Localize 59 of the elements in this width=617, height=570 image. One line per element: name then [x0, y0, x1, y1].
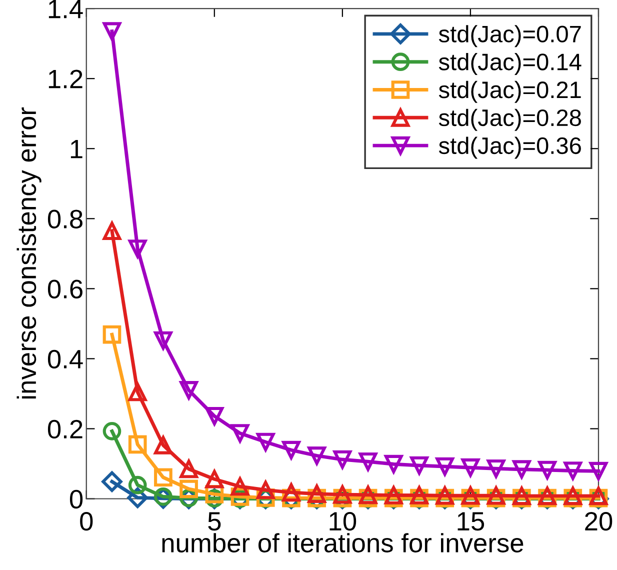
point	[384, 486, 403, 504]
legend-label: std(Jac)=0.28	[438, 108, 581, 131]
point	[410, 486, 428, 504]
point	[128, 240, 147, 258]
point	[308, 446, 326, 465]
point	[230, 477, 250, 496]
y-tick-label: 1	[70, 140, 82, 158]
point	[358, 452, 378, 471]
y-tick-label: 0.2	[48, 420, 82, 439]
point	[308, 484, 326, 504]
y-axis-title: inverse consistency error	[16, 107, 42, 399]
point	[205, 470, 224, 488]
legend-label: std(Jac)=0.14	[438, 52, 582, 75]
x-tick-label: 20	[585, 512, 612, 531]
y-tick-label: 0	[70, 490, 83, 509]
point	[410, 456, 428, 475]
y-tick-label: 1.2	[48, 70, 82, 88]
point	[589, 462, 608, 480]
point	[102, 22, 122, 40]
point	[282, 483, 300, 502]
point	[461, 458, 480, 477]
x-tick-label: 10	[330, 512, 356, 531]
point	[154, 468, 172, 487]
point	[180, 381, 198, 400]
legend-label: std(Jac)=0.07	[438, 25, 581, 48]
y-tick-label: 0.4	[48, 350, 83, 369]
point	[564, 462, 582, 480]
point	[486, 459, 506, 478]
point	[102, 325, 122, 344]
point	[128, 435, 147, 454]
point	[358, 486, 378, 504]
legend-label: std(Jac)=0.21	[438, 80, 581, 103]
point	[180, 480, 198, 498]
point	[102, 471, 122, 492]
point	[333, 450, 352, 469]
point	[282, 440, 300, 460]
y-tick-label: 1.4	[48, 0, 83, 18]
point	[436, 457, 454, 476]
legend-label: std(Jac)=0.36	[438, 136, 581, 159]
point	[384, 454, 403, 474]
point	[230, 424, 250, 442]
y-tick-label: 0.6	[48, 280, 82, 298]
y-tick-label: 0.8	[48, 210, 82, 228]
point	[256, 480, 275, 500]
point	[205, 406, 224, 426]
point	[512, 460, 531, 479]
x-axis-title: number of iterations for inverse	[162, 533, 524, 552]
point	[102, 222, 122, 240]
point	[128, 382, 147, 402]
point	[154, 436, 172, 454]
point	[128, 476, 147, 494]
point	[333, 485, 352, 504]
point	[154, 331, 172, 350]
point	[538, 460, 556, 480]
point	[256, 432, 275, 452]
point	[180, 460, 198, 478]
x-tick-label: 5	[208, 512, 221, 531]
point	[102, 422, 122, 440]
x-tick-label: 15	[458, 512, 484, 531]
